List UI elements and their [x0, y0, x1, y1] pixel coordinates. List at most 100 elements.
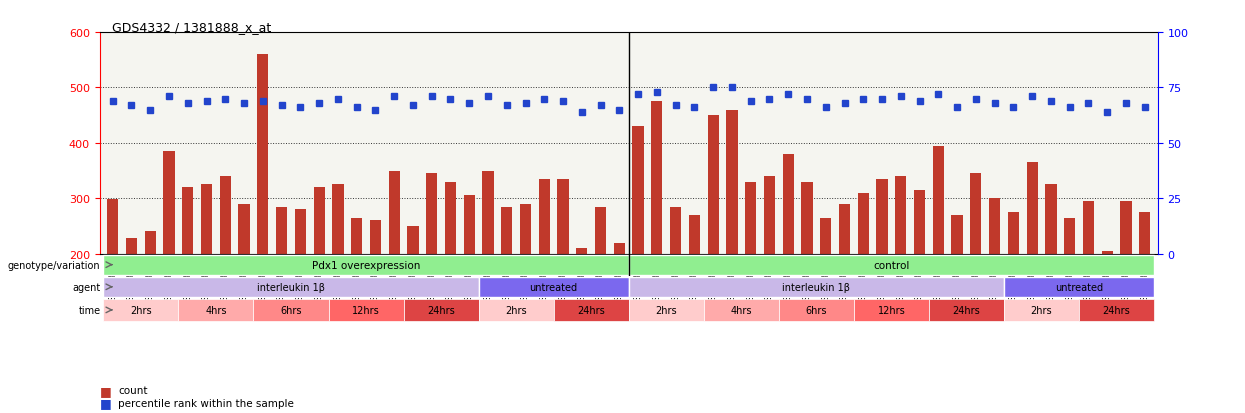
FancyBboxPatch shape	[1079, 299, 1154, 321]
Bar	[107, 200, 118, 254]
Text: 6hrs: 6hrs	[280, 305, 301, 315]
Bar	[258, 55, 269, 254]
Bar	[670, 207, 681, 254]
Bar	[707, 116, 718, 254]
Bar	[351, 218, 362, 254]
Text: untreated: untreated	[529, 282, 578, 292]
Bar	[895, 177, 906, 254]
Bar	[1027, 163, 1038, 254]
Bar	[200, 185, 212, 254]
Text: 2hrs: 2hrs	[129, 305, 152, 315]
Bar	[1139, 213, 1150, 254]
Bar	[632, 127, 644, 254]
Bar	[144, 232, 156, 254]
Bar	[426, 174, 437, 254]
Text: 4hrs: 4hrs	[731, 305, 752, 315]
Text: Pdx1 overexpression: Pdx1 overexpression	[311, 260, 421, 270]
Text: ■: ■	[100, 396, 111, 409]
Bar	[219, 177, 230, 254]
Text: 24hrs: 24hrs	[578, 305, 605, 315]
Bar	[1102, 251, 1113, 254]
Bar	[463, 196, 474, 254]
Bar	[688, 215, 700, 254]
Bar	[182, 188, 193, 254]
Bar	[444, 182, 456, 254]
FancyBboxPatch shape	[403, 299, 478, 321]
Bar	[726, 110, 737, 254]
Text: ■: ■	[100, 384, 111, 397]
Text: 4hrs: 4hrs	[205, 305, 227, 315]
FancyBboxPatch shape	[103, 255, 629, 275]
Bar	[258, 213, 269, 254]
Bar	[407, 226, 418, 254]
Bar	[1083, 202, 1094, 254]
Text: percentile rank within the sample: percentile rank within the sample	[118, 398, 294, 408]
Bar	[295, 210, 306, 254]
FancyBboxPatch shape	[178, 299, 254, 321]
FancyBboxPatch shape	[929, 299, 1003, 321]
FancyBboxPatch shape	[629, 255, 1154, 275]
Bar	[745, 182, 756, 254]
FancyBboxPatch shape	[329, 299, 403, 321]
Text: agent: agent	[72, 282, 101, 292]
Bar	[239, 204, 250, 254]
Text: count: count	[118, 385, 148, 395]
Text: genotype/variation: genotype/variation	[7, 260, 101, 270]
Text: 12hrs: 12hrs	[878, 305, 905, 315]
Text: 12hrs: 12hrs	[352, 305, 380, 315]
Bar	[502, 207, 513, 254]
Bar	[858, 193, 869, 254]
Text: 2hrs: 2hrs	[655, 305, 677, 315]
FancyBboxPatch shape	[1003, 277, 1154, 297]
Text: GDS4332 / 1381888_x_at: GDS4332 / 1381888_x_at	[112, 21, 271, 33]
FancyBboxPatch shape	[703, 299, 779, 321]
FancyBboxPatch shape	[103, 277, 478, 297]
Bar	[1120, 202, 1132, 254]
FancyBboxPatch shape	[554, 299, 629, 321]
Bar	[614, 243, 625, 254]
Bar	[388, 171, 400, 254]
FancyBboxPatch shape	[1003, 299, 1079, 321]
Text: control: control	[873, 260, 910, 270]
Bar	[1046, 185, 1057, 254]
Text: 6hrs: 6hrs	[806, 305, 827, 315]
Bar	[970, 174, 981, 254]
Text: 24hrs: 24hrs	[427, 305, 454, 315]
Bar	[576, 249, 588, 254]
Bar	[651, 102, 662, 254]
FancyBboxPatch shape	[478, 299, 554, 321]
Text: untreated: untreated	[1055, 282, 1103, 292]
Bar	[783, 154, 794, 254]
Bar	[276, 207, 288, 254]
Bar	[539, 179, 550, 254]
Bar	[332, 185, 344, 254]
Bar	[314, 188, 325, 254]
FancyBboxPatch shape	[779, 299, 854, 321]
FancyBboxPatch shape	[103, 299, 178, 321]
Bar	[163, 152, 174, 254]
Text: time: time	[78, 305, 101, 315]
Bar	[989, 199, 1000, 254]
FancyBboxPatch shape	[629, 277, 1003, 297]
FancyBboxPatch shape	[629, 299, 703, 321]
Bar	[914, 190, 925, 254]
Bar	[520, 204, 532, 254]
Bar	[1064, 218, 1076, 254]
Bar	[820, 218, 832, 254]
Bar	[1007, 213, 1018, 254]
Bar	[370, 221, 381, 254]
Text: 2hrs: 2hrs	[1031, 305, 1052, 315]
Text: 2hrs: 2hrs	[505, 305, 527, 315]
Bar	[839, 204, 850, 254]
FancyBboxPatch shape	[478, 277, 629, 297]
Text: interleukin 1β: interleukin 1β	[782, 282, 850, 292]
Text: 24hrs: 24hrs	[952, 305, 980, 315]
Bar	[951, 215, 962, 254]
Bar	[558, 179, 569, 254]
Bar	[126, 238, 137, 254]
Text: 24hrs: 24hrs	[1103, 305, 1130, 315]
Bar	[595, 207, 606, 254]
Bar	[764, 177, 776, 254]
FancyBboxPatch shape	[254, 299, 329, 321]
FancyBboxPatch shape	[854, 299, 929, 321]
